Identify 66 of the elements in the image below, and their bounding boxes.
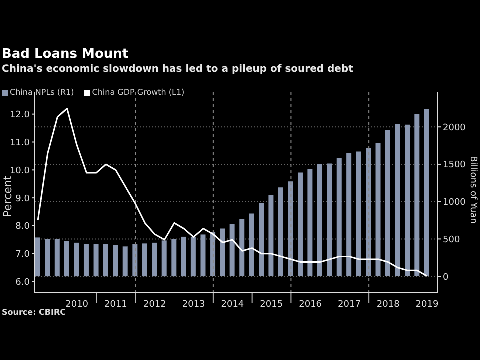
y-tick-label: 7.0 [16,250,30,260]
bar [346,153,352,277]
bar [259,203,264,277]
bar [220,228,226,277]
bar [317,164,322,277]
x-tick-label: 2013 [182,300,206,310]
y-tick-label: 11.0 [10,138,30,148]
bar [240,219,245,277]
bar [35,238,40,277]
bar [308,168,313,277]
bar [113,245,118,277]
y2-tick-label: 1000 [443,198,466,208]
bar [424,109,430,277]
chart-subtitle: China's economic slowdown has led to a pileup of soured debt [2,64,354,75]
x-tick-label: 2018 [376,300,400,310]
bar [103,244,108,277]
bar [230,224,235,277]
bar [336,158,342,277]
y-tick-label: 9.0 [16,194,30,204]
y-tick-label: 10.0 [10,166,30,176]
bar [45,239,50,277]
x-tick-label: 2011 [104,300,128,310]
chart-title: Bad Loans Mount [2,47,129,62]
y2-tick-label: 1500 [443,160,466,171]
y2-tick-label: 0 [443,272,449,283]
bar [190,236,196,277]
bar [385,130,390,277]
bar [405,124,410,277]
y-tick-label: 6.0 [16,278,30,288]
bar [376,144,381,277]
x-tick-label: 2014 [221,300,244,310]
x-tick-label: 2010 [66,300,89,310]
bar [162,240,167,277]
x-tick-label: 2015 [260,300,284,310]
bar [200,234,206,277]
y2-tick-label: 500 [443,235,460,246]
bar [172,239,177,277]
bar [94,244,99,277]
bar [327,164,332,277]
bar [64,241,70,277]
bar [356,152,362,277]
y-tick-label: 12.0 [10,110,30,121]
bar [278,188,284,277]
bar [84,244,89,277]
legend-label: China GDP Growth (L1) [92,88,185,97]
bar [298,172,303,277]
source-note: Source: CBIRC [2,308,66,317]
bar [249,214,254,277]
x-tick-label: 2017 [338,300,361,310]
bar [181,236,186,277]
x-tick-label: 2019 [416,300,439,310]
y2-tick-label: 2000 [443,123,466,134]
bar [142,244,148,277]
bar [122,246,128,277]
bar [54,239,60,277]
line-series [37,108,428,277]
legend-label: China NPLs (R1) [10,88,74,97]
x-tick-label: 2016 [299,300,322,310]
y2-axis-title: Billions of Yuan [468,155,478,226]
bar [152,242,158,277]
bar [395,124,400,277]
bar [414,114,420,277]
bar [268,195,274,277]
bar [74,242,80,277]
y-tick-label: 8.0 [16,222,30,232]
x-tick-label: 2012 [144,300,166,310]
